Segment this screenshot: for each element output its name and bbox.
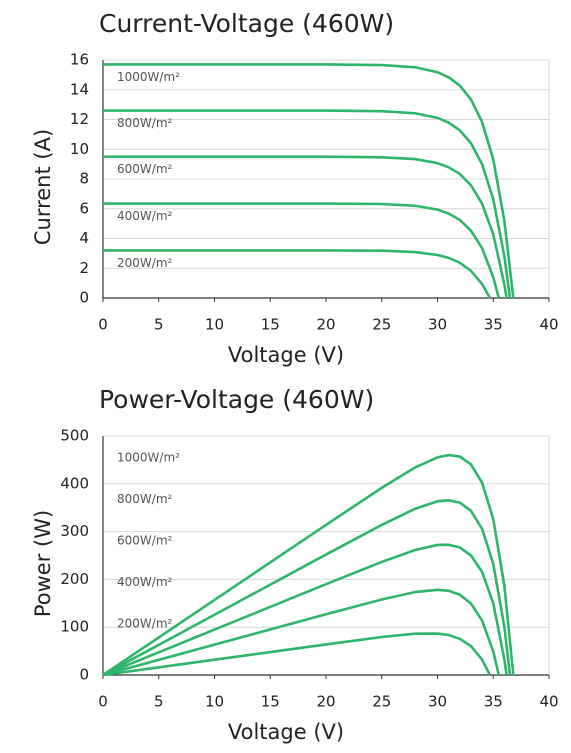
series-line [102, 453, 515, 677]
x-tick-label: 40 [539, 316, 558, 334]
x-tick-label: 25 [372, 316, 391, 334]
x-tick-label: 35 [484, 693, 503, 711]
x-tick-label: 10 [205, 316, 224, 334]
chart-title: Power-Voltage (460W) [99, 385, 374, 414]
x-tick-label: 20 [316, 693, 335, 711]
y-tick-label: 8 [79, 170, 89, 188]
x-axis-label: Voltage (V) [228, 343, 344, 367]
x-axis-label: Voltage (V) [228, 720, 344, 744]
y-tick-label: 16 [70, 51, 89, 69]
series-label: 200W/m² [117, 617, 173, 631]
series-label: 600W/m² [117, 534, 173, 548]
chart-title: Current-Voltage (460W) [99, 9, 394, 38]
x-tick-label: 30 [428, 316, 447, 334]
series-line [102, 588, 501, 677]
x-tick-label: 15 [261, 316, 280, 334]
series-line [102, 543, 508, 677]
y-tick-label: 300 [60, 522, 89, 540]
x-tick-label: 40 [539, 693, 558, 711]
y-axis-label: Power (W) [31, 510, 55, 617]
y-tick-label: 0 [79, 666, 89, 684]
series-line [102, 632, 492, 677]
y-tick-label: 100 [60, 618, 89, 636]
x-tick-label: 0 [98, 316, 108, 334]
series-label: 1000W/m² [117, 70, 180, 84]
series-label: 600W/m² [117, 162, 173, 176]
y-tick-label: 0 [79, 289, 89, 307]
series-line [103, 109, 512, 299]
y-tick-label: 12 [70, 110, 89, 128]
series-line [103, 249, 492, 299]
x-tick-label: 5 [154, 693, 164, 711]
y-tick-label: 14 [70, 80, 89, 98]
x-tick-label: 5 [154, 316, 164, 334]
series-line [103, 63, 515, 299]
x-tick-label: 10 [205, 693, 224, 711]
y-tick-label: 2 [79, 259, 89, 277]
y-tick-label: 500 [60, 427, 89, 445]
series-label: 200W/m² [117, 256, 173, 270]
series-label: 400W/m² [117, 575, 173, 589]
y-tick-label: 400 [60, 474, 89, 492]
x-tick-label: 35 [484, 316, 503, 334]
series-label: 800W/m² [117, 492, 173, 506]
series-line [103, 202, 501, 299]
series-label: 400W/m² [117, 209, 173, 223]
x-tick-label: 20 [316, 316, 335, 334]
y-tick-label: 200 [60, 570, 89, 588]
y-tick-label: 10 [70, 140, 89, 158]
x-tick-label: 0 [98, 693, 108, 711]
x-tick-label: 25 [372, 693, 391, 711]
series-label: 800W/m² [117, 116, 173, 130]
series-label: 1000W/m² [117, 451, 180, 465]
series-line [102, 498, 512, 677]
y-tick-label: 4 [79, 229, 89, 247]
x-tick-label: 30 [428, 693, 447, 711]
y-axis-label: Current (A) [31, 129, 55, 245]
x-tick-label: 15 [261, 693, 280, 711]
y-tick-label: 6 [79, 199, 89, 217]
series-line [103, 155, 508, 299]
